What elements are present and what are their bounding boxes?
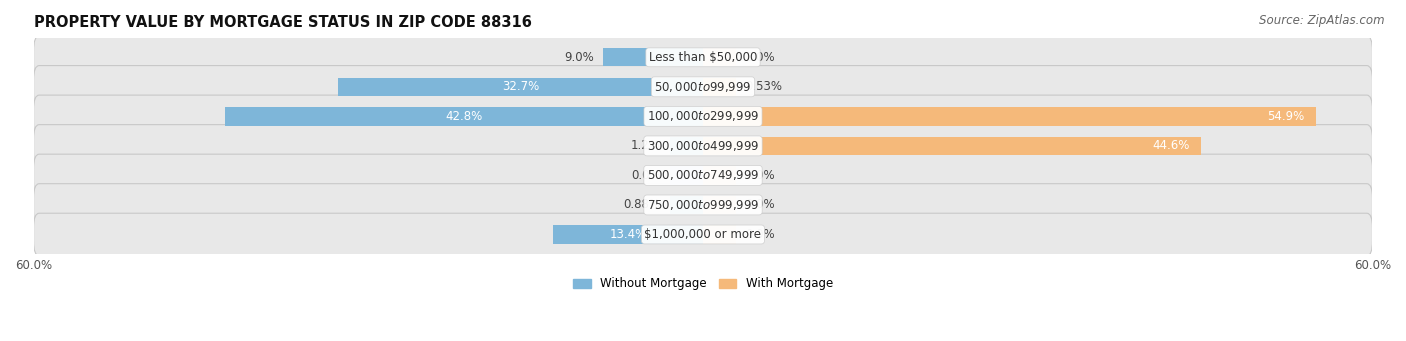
Bar (703, 166, 737, 184)
Text: Less than $50,000: Less than $50,000 (648, 51, 758, 64)
FancyBboxPatch shape (34, 36, 1372, 78)
Text: 0.0%: 0.0% (631, 169, 661, 182)
Text: 42.8%: 42.8% (446, 110, 482, 123)
FancyBboxPatch shape (34, 213, 1372, 256)
Text: 13.4%: 13.4% (610, 228, 647, 241)
Bar (603, 48, 703, 66)
Legend: Without Mortgage, With Mortgage: Without Mortgage, With Mortgage (568, 273, 838, 295)
Text: $50,000 to $99,999: $50,000 to $99,999 (654, 80, 752, 94)
Text: 54.9%: 54.9% (1267, 110, 1305, 123)
Text: 0.53%: 0.53% (745, 80, 782, 93)
Bar (703, 107, 1316, 125)
FancyBboxPatch shape (34, 95, 1372, 138)
Text: 0.0%: 0.0% (745, 228, 775, 241)
Text: $300,000 to $499,999: $300,000 to $499,999 (647, 139, 759, 153)
Text: 1.2%: 1.2% (631, 139, 661, 152)
Text: $750,000 to $999,999: $750,000 to $999,999 (647, 198, 759, 212)
Text: 0.0%: 0.0% (745, 51, 775, 64)
FancyBboxPatch shape (34, 184, 1372, 226)
Bar (339, 78, 703, 96)
FancyBboxPatch shape (34, 154, 1372, 197)
Text: 9.0%: 9.0% (564, 51, 593, 64)
Bar (225, 107, 703, 125)
Text: $500,000 to $749,999: $500,000 to $749,999 (647, 168, 759, 182)
Bar (554, 225, 703, 243)
Bar (669, 196, 703, 214)
Text: 0.0%: 0.0% (745, 169, 775, 182)
Bar (703, 137, 1201, 155)
FancyBboxPatch shape (34, 124, 1372, 167)
Bar (703, 196, 737, 214)
Text: 32.7%: 32.7% (502, 80, 540, 93)
Bar (669, 166, 703, 184)
Bar (703, 78, 737, 96)
FancyBboxPatch shape (34, 65, 1372, 108)
Bar (669, 137, 703, 155)
Text: $1,000,000 or more: $1,000,000 or more (644, 228, 762, 241)
Bar (703, 48, 737, 66)
Text: Source: ZipAtlas.com: Source: ZipAtlas.com (1260, 14, 1385, 27)
Text: 44.6%: 44.6% (1152, 139, 1189, 152)
Text: 0.0%: 0.0% (745, 198, 775, 211)
Text: $100,000 to $299,999: $100,000 to $299,999 (647, 109, 759, 123)
Text: 0.88%: 0.88% (624, 198, 661, 211)
Text: PROPERTY VALUE BY MORTGAGE STATUS IN ZIP CODE 88316: PROPERTY VALUE BY MORTGAGE STATUS IN ZIP… (34, 15, 531, 30)
Bar (703, 225, 737, 243)
